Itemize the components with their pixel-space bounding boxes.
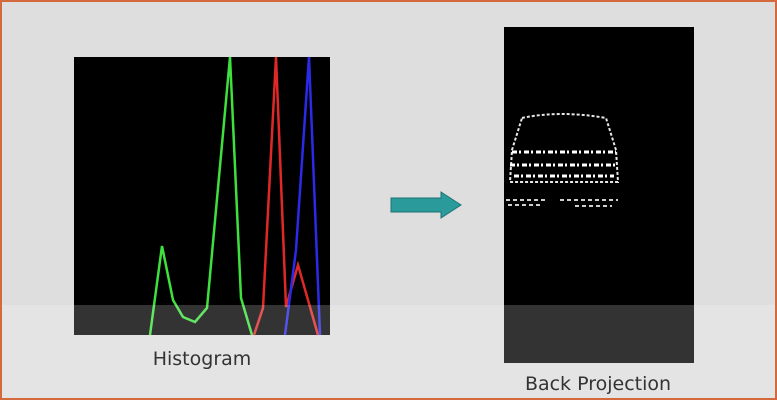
- slide: Histogram Back Projection: [0, 0, 777, 400]
- back-projection-label: Back Projection: [525, 373, 671, 395]
- histogram-label: Histogram: [153, 348, 252, 370]
- histogram-image: [74, 57, 330, 335]
- page: {"labels": {"histogram": "Histogram", "b…: [0, 0, 777, 400]
